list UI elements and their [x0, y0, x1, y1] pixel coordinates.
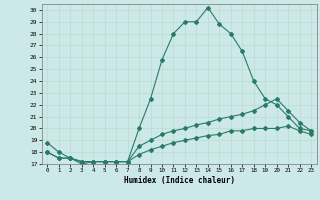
X-axis label: Humidex (Indice chaleur): Humidex (Indice chaleur): [124, 176, 235, 185]
